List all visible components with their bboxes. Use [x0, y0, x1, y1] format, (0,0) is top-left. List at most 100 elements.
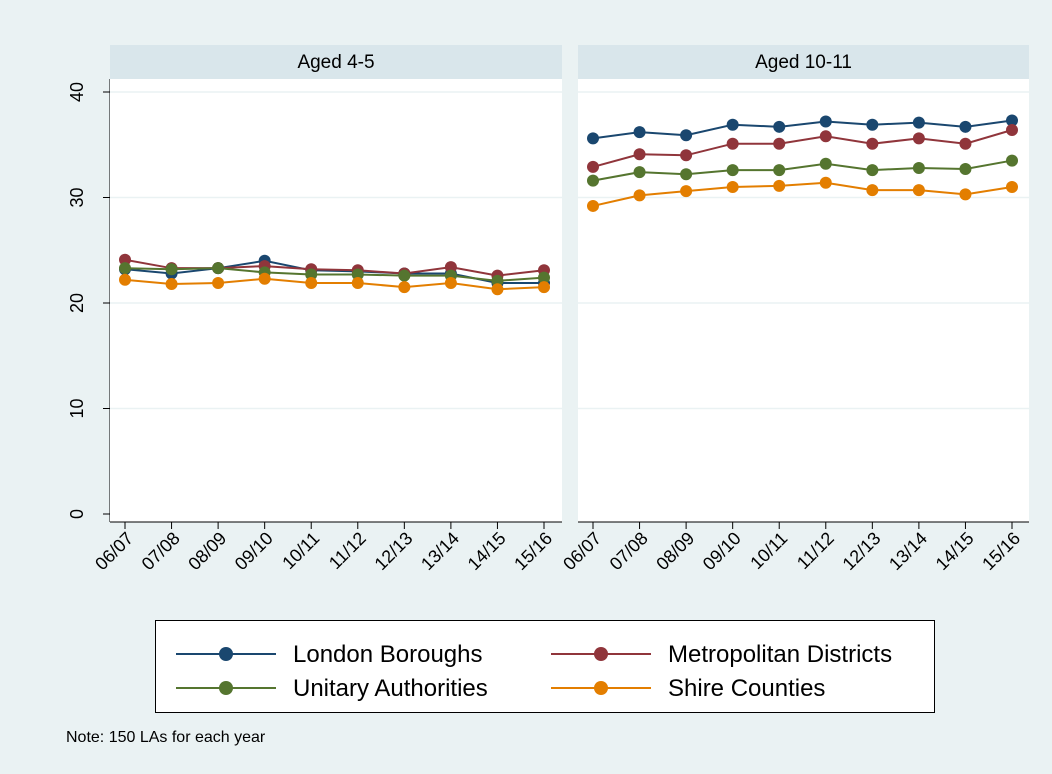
series-line-1-1 [592, 129, 1013, 168]
y-tick-label-3: 30 [67, 187, 87, 207]
data-point-0-3-5 [351, 276, 364, 289]
data-point-1-2-3 [726, 164, 739, 177]
x-tick-label-1-8: 14/15 [932, 528, 978, 574]
legend-marker [594, 681, 608, 695]
panel-title-1: Aged 10-11 [755, 52, 852, 73]
data-point-1-2-1 [633, 166, 646, 179]
panel-header-1 [578, 45, 1029, 79]
x-tick-label-0-8: 14/15 [464, 528, 510, 574]
data-point-1-0-5 [819, 115, 832, 128]
data-point-0-3-4 [305, 276, 318, 289]
legend: London Boroughs Metropolitan Districts Uni… [155, 620, 935, 713]
x-tick-label-0-9: 15/16 [510, 528, 556, 574]
data-point-1-2-8 [959, 163, 972, 176]
x-tick-label-0-5: 11/12 [325, 528, 370, 573]
legend-marker [219, 647, 233, 661]
y-tick-label-2: 20 [67, 293, 87, 313]
x-tick-label-0-1: 07/08 [138, 528, 184, 574]
series-line-1-3 [592, 181, 1013, 207]
data-point-1-1-6 [866, 137, 879, 150]
data-point-1-2-2 [680, 168, 693, 181]
legend-swatch [176, 647, 276, 661]
data-point-0-2-5 [351, 268, 364, 281]
plot-area-0 [110, 79, 562, 522]
data-point-0-2-6 [398, 269, 411, 282]
series-line-0-2 [124, 267, 545, 282]
x-tick-label-0-6: 12/13 [371, 528, 417, 574]
x-tick-label-1-9: 15/16 [978, 528, 1024, 574]
data-point-1-0-3 [726, 118, 739, 131]
series-line-1-0 [592, 119, 1013, 140]
data-point-1-2-0 [587, 174, 599, 187]
x-tick-label-1-5: 11/12 [793, 528, 838, 573]
data-point-1-3-4 [773, 179, 786, 192]
data-point-1-1-8 [959, 137, 972, 150]
legend-label: Metropolitan Districts [668, 641, 893, 668]
data-point-1-0-9 [1006, 114, 1018, 127]
x-tick-label-1-4: 10/11 [746, 528, 791, 573]
data-point-1-0-1 [633, 126, 646, 139]
data-point-1-0-0 [587, 132, 599, 145]
data-point-1-1-5 [819, 130, 832, 143]
data-point-1-1-3 [726, 137, 739, 150]
data-point-1-2-4 [773, 164, 786, 177]
data-point-0-3-9 [538, 281, 550, 294]
legend-label: Unitary Authorities [293, 675, 488, 702]
legend-label: London Boroughs [293, 641, 483, 668]
data-point-0-2-9 [538, 271, 550, 284]
data-point-1-3-5 [819, 176, 832, 189]
data-point-0-3-7 [444, 276, 457, 289]
data-point-1-0-6 [866, 118, 879, 131]
x-tick-label-0-2: 08/09 [184, 528, 230, 574]
legend-marker [219, 681, 233, 695]
data-point-1-3-7 [912, 184, 925, 197]
x-tick-label-0-0: 06/07 [91, 528, 137, 574]
series-line-0-3 [124, 277, 545, 291]
data-point-0-2-1 [165, 263, 178, 276]
data-point-0-1-7 [444, 261, 457, 274]
data-point-1-2-9 [1006, 154, 1018, 167]
data-point-1-2-7 [912, 161, 925, 174]
x-tick-label-1-0: 06/07 [559, 528, 605, 574]
data-point-1-1-1 [633, 148, 646, 161]
data-point-0-3-1 [165, 278, 178, 291]
x-tick-label-1-6: 12/13 [839, 528, 885, 574]
data-point-1-3-0 [587, 199, 599, 212]
data-point-1-0-7 [912, 116, 925, 129]
data-point-1-0-2 [680, 129, 693, 142]
data-point-0-3-3 [258, 272, 271, 285]
data-point-0-3-2 [212, 276, 225, 289]
data-point-1-2-5 [819, 157, 832, 170]
legend-swatch [551, 647, 651, 661]
y-tick-label-0: 0 [67, 509, 87, 519]
data-point-1-1-0 [587, 160, 599, 173]
y-tick-label-1: 10 [67, 398, 87, 418]
data-point-1-3-3 [726, 180, 739, 193]
panel-title-0: Aged 4-5 [297, 52, 374, 73]
data-point-1-1-2 [680, 149, 693, 162]
data-point-1-2-6 [866, 164, 879, 177]
legend-marker [594, 647, 608, 661]
data-point-0-1-0 [119, 253, 131, 266]
x-tick-label-1-2: 08/09 [652, 528, 698, 574]
data-point-0-2-0 [119, 262, 131, 275]
data-point-1-3-6 [866, 184, 879, 197]
legend-label: Shire Counties [668, 675, 826, 702]
plot-area-1 [578, 79, 1029, 522]
note-text: Note: 150 LAs for each year [66, 729, 266, 746]
data-point-1-3-2 [680, 185, 693, 198]
data-point-0-3-6 [398, 281, 411, 294]
data-point-0-3-0 [119, 273, 131, 286]
legend-swatch [551, 681, 651, 695]
x-tick-label-0-7: 13/14 [417, 528, 463, 574]
panel-header-0 [110, 45, 562, 79]
x-tick-label-0-3: 09/10 [231, 528, 277, 574]
data-point-0-2-2 [212, 262, 225, 275]
series-line-1-2 [592, 159, 1013, 182]
data-point-1-1-7 [912, 132, 925, 145]
y-tick-label-4: 40 [67, 82, 87, 102]
x-tick-label-1-1: 07/08 [606, 528, 652, 574]
data-point-1-1-4 [773, 137, 786, 150]
